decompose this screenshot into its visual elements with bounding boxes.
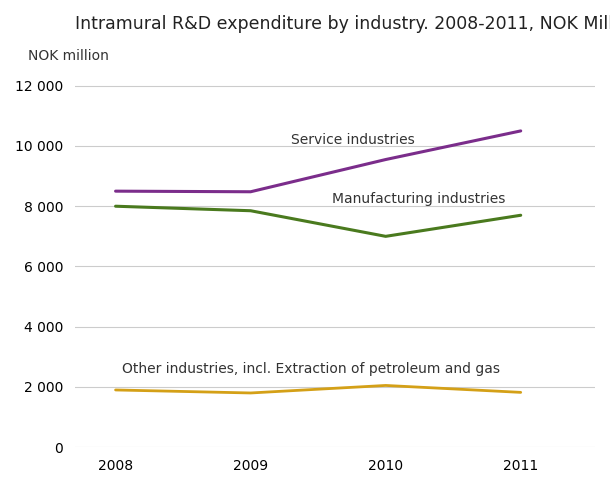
Text: Other industries, incl. Extraction of petroleum and gas: Other industries, incl. Extraction of pe…: [123, 362, 500, 376]
Text: Intramural R&D expenditure by industry. 2008-2011, NOK Million: Intramural R&D expenditure by industry. …: [75, 15, 610, 33]
Text: NOK million: NOK million: [28, 49, 109, 63]
Text: Manufacturing industries: Manufacturing industries: [332, 192, 505, 205]
Text: Service industries: Service industries: [291, 133, 415, 147]
